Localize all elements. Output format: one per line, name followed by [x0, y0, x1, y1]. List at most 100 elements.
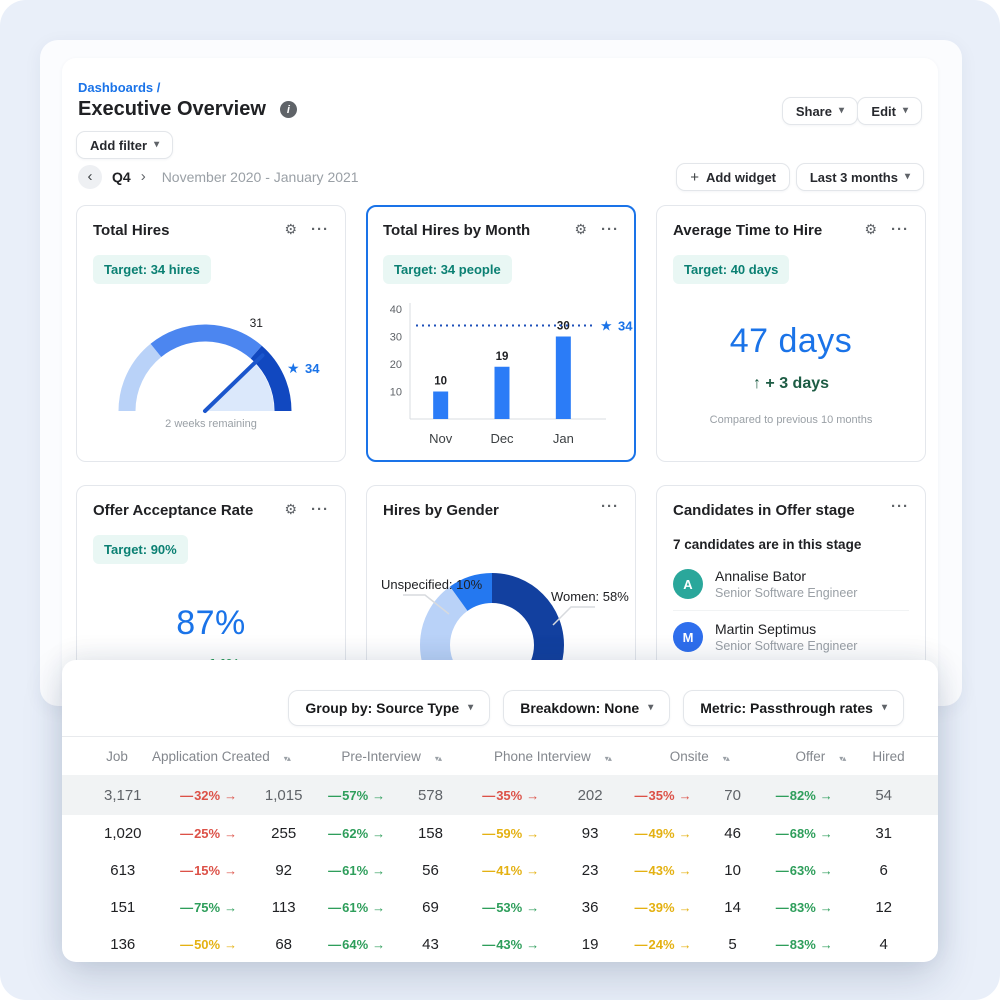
- info-icon[interactable]: i: [279, 101, 297, 118]
- gauge-chart: 31 ★ 34: [118, 316, 320, 413]
- period-nav: ‹ Q4 › November 2020 - January 2021: [78, 165, 359, 189]
- widget-card-hires-by-month[interactable]: Total Hires by Month ⚙ ··· Target: 34 pe…: [366, 205, 636, 462]
- next-period-button[interactable]: ›: [140, 167, 146, 185]
- widget-title: Offer Acceptance Rate: [93, 502, 254, 519]
- more-menu-icon[interactable]: ···: [311, 500, 329, 518]
- arrow-right-icon: →: [678, 826, 692, 841]
- prev-period-button[interactable]: ‹: [78, 165, 102, 189]
- more-menu-icon[interactable]: ···: [891, 220, 909, 238]
- rate-value: 83%: [789, 937, 816, 952]
- widget-title: Average Time to Hire: [673, 222, 823, 239]
- arrow-right-icon: →: [678, 900, 692, 915]
- sort-icon[interactable]: ▾▴: [283, 753, 291, 763]
- arrow-right-icon: →: [372, 787, 386, 803]
- dash-icon: —: [328, 863, 342, 878]
- count-cell: 136: [110, 936, 136, 953]
- arrow-right-icon: →: [224, 787, 238, 803]
- rate-value: 43%: [496, 937, 523, 952]
- arrow-right-icon: →: [372, 863, 386, 878]
- count-cell: 36: [581, 899, 599, 916]
- column-phone-interview: Phone Interview ▾▴: [494, 749, 612, 764]
- dash-icon: —: [634, 937, 648, 952]
- rate-cell: —35% →: [461, 788, 560, 803]
- rate-cell: —57% →: [314, 788, 400, 803]
- add-widget-button[interactable]: + Add widget: [676, 163, 790, 191]
- column-hired: Hired: [859, 749, 918, 764]
- rate-value: 82%: [789, 787, 816, 803]
- more-menu-icon[interactable]: ···: [311, 220, 329, 238]
- gauge-target-label: 34: [305, 361, 320, 376]
- column-header: Offer: [795, 748, 826, 764]
- time-range-button[interactable]: Last 3 months ▾: [795, 163, 924, 191]
- count-cell: 4: [879, 936, 888, 953]
- breakdown-dropdown[interactable]: Breakdown: None ▾: [503, 690, 671, 726]
- more-menu-icon[interactable]: ···: [601, 498, 619, 515]
- widget-card-avg-time-to-hire[interactable]: Average Time to Hire ⚙ ··· Target: 40 da…: [656, 205, 926, 462]
- rate-cell: —61% →: [314, 900, 400, 915]
- rate-cell: —43% →: [461, 937, 560, 952]
- sort-icon[interactable]: ▾▴: [722, 753, 730, 763]
- candidate-row[interactable]: A Annalise Bator Senior Software Engineer: [673, 558, 909, 611]
- edit-button[interactable]: Edit ▾: [857, 97, 922, 125]
- more-menu-icon[interactable]: ···: [601, 220, 619, 238]
- widget-title: Hires by Gender: [383, 502, 499, 519]
- svg-text:20: 20: [390, 359, 402, 371]
- dash-icon: —: [634, 787, 648, 803]
- share-label: Share: [795, 103, 832, 119]
- table-row[interactable]: 1,020 —25% → 255 —62% → 158 —59% → 93 —49% → 46 —68% →…: [62, 815, 938, 852]
- count-cell: 93: [581, 825, 599, 842]
- rate-value: 43%: [648, 863, 675, 878]
- count-cell: 19: [581, 936, 599, 953]
- target-badge: Target: 34 people: [383, 255, 512, 284]
- sort-icon[interactable]: ▾▴: [604, 753, 612, 763]
- avatar: A: [673, 569, 703, 599]
- widget-title: Total Hires: [93, 222, 170, 239]
- arrow-right-icon: →: [819, 900, 833, 915]
- gear-icon[interactable]: ⚙: [284, 221, 297, 237]
- metric-dropdown[interactable]: Metric: Passthrough rates ▾: [683, 690, 904, 726]
- svg-text:10: 10: [434, 376, 447, 388]
- rate-value: 24%: [648, 937, 675, 952]
- summary-row[interactable]: 3,171 —32% → 1,015 —57% → 578 —35% → 202 —35% → 70 —8…: [62, 775, 938, 815]
- gear-icon[interactable]: ⚙: [864, 221, 877, 237]
- sort-icon[interactable]: ▾▴: [839, 753, 846, 763]
- rate-cell: —50% →: [164, 937, 254, 952]
- count-cell: 70: [724, 786, 741, 804]
- rate-cell: —35% →: [620, 788, 706, 803]
- dash-icon: —: [775, 826, 789, 841]
- gear-icon[interactable]: ⚙: [284, 501, 297, 517]
- more-menu-icon[interactable]: ···: [891, 498, 909, 515]
- table-row[interactable]: 613 —15% → 92 —61% → 56 —41% → 23 —43% → 10 —63% → 6: [62, 852, 938, 889]
- groupby-dropdown[interactable]: Group by: Source Type ▾: [288, 690, 491, 726]
- star-icon: ★: [287, 360, 300, 376]
- table-row[interactable]: 151 —75% → 113 —61% → 69 —53% → 36 —39% → 14 —83% → 12: [62, 889, 938, 926]
- candidate-role: Senior Software Engineer: [715, 586, 858, 600]
- arrow-right-icon: →: [819, 863, 833, 878]
- add-filter-button[interactable]: Add filter ▾: [76, 131, 174, 159]
- column-header: Job: [106, 748, 128, 764]
- widget-footnote: Compared to previous 10 months: [709, 414, 873, 426]
- count-cell: 68: [275, 936, 293, 953]
- gear-icon[interactable]: ⚙: [574, 221, 587, 237]
- column-application-created: Application Created ▾▴: [152, 749, 291, 764]
- count-cell: 578: [417, 786, 443, 804]
- count-cell: 14: [724, 899, 741, 916]
- sort-icon[interactable]: ▾▴: [434, 753, 442, 763]
- rate-value: 64%: [342, 937, 369, 952]
- metric-label: Metric: Passthrough rates: [700, 700, 873, 716]
- star-icon: ★: [600, 318, 613, 334]
- widget-card-total-hires[interactable]: Total Hires ⚙ ··· Target: 34 hires 31 ★ 34…: [76, 205, 346, 462]
- rate-value: 15%: [194, 863, 221, 878]
- rate-cell: —15% →: [164, 863, 254, 878]
- dash-icon: —: [180, 937, 194, 952]
- svg-text:30: 30: [557, 321, 570, 333]
- candidate-row[interactable]: M Martin Septimus Senior Software Engineer: [673, 611, 909, 664]
- rate-cell: —59% →: [461, 826, 560, 841]
- count-cell: 5: [728, 936, 737, 953]
- rate-cell: —82% →: [759, 788, 849, 803]
- share-button[interactable]: Share ▾: [781, 97, 858, 125]
- dash-icon: —: [180, 863, 194, 878]
- table-row[interactable]: 136 —50% → 68 —64% → 43 —43% → 19 —24% → 5 —83% → 4: [62, 926, 938, 962]
- rate-cell: —83% →: [759, 937, 849, 952]
- breadcrumb[interactable]: Dashboards /: [78, 80, 161, 95]
